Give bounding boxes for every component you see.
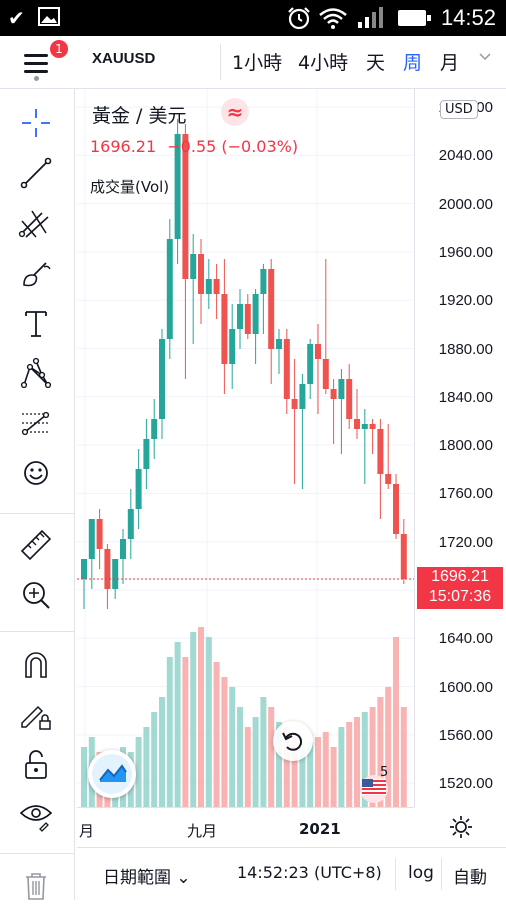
divider	[0, 631, 74, 632]
time-label: 2021	[299, 820, 341, 838]
bar-countdown: 15:07:36	[428, 588, 492, 605]
price-label: 1600.00	[438, 678, 493, 696]
price-label: 1800.00	[438, 437, 493, 455]
price-axis[interactable]: 2080.002040.002000.001960.001920.001880.…	[414, 89, 506, 807]
price-label: 1520.00	[438, 775, 493, 793]
price-label: 1840.00	[438, 388, 493, 406]
price-label: 2000.00	[438, 195, 493, 213]
drawing-toolbar	[0, 89, 75, 900]
divider	[0, 853, 74, 854]
text-icon[interactable]	[16, 303, 56, 343]
unlock-icon[interactable]	[16, 745, 56, 785]
time-label: 月	[79, 822, 95, 840]
last-close: 1696.21	[90, 137, 157, 156]
battery-icon	[398, 8, 432, 33]
date-range-button[interactable]: 日期範圍 ⌄	[103, 863, 191, 888]
chevron-down-icon: ⌄	[176, 868, 191, 888]
price-label: 1920.00	[438, 292, 493, 310]
date-range-label: 日期範圍	[103, 868, 171, 888]
time-axis[interactable]: 月 九月 2021	[77, 807, 414, 848]
menu-button[interactable]	[18, 48, 52, 78]
crosshair-icon[interactable]	[16, 103, 56, 143]
price-label: 1560.00	[438, 726, 493, 744]
chart-title: 黃金 / 美元	[92, 105, 187, 127]
trash-icon[interactable]	[16, 865, 56, 905]
events-count: 5	[380, 765, 389, 780]
clock-display[interactable]: 14:52:23 (UTC+8)	[237, 863, 382, 882]
alarm-icon	[286, 6, 312, 35]
divider	[0, 513, 74, 514]
timeframe-month[interactable]: 月	[440, 52, 460, 74]
reset-chart-button[interactable]	[273, 721, 313, 761]
status-time: 14:52	[440, 5, 496, 30]
timeframe-1h[interactable]: 1小時	[232, 52, 283, 74]
price-label: 2040.00	[438, 147, 493, 165]
more-dot	[34, 76, 39, 81]
emoji-icon[interactable]	[16, 453, 56, 493]
eye-icon[interactable]	[16, 795, 56, 835]
timeframe-week[interactable]: 周	[403, 52, 423, 74]
time-label: 九月	[187, 822, 218, 840]
auto-scale-toggle[interactable]: 自動	[453, 868, 487, 888]
signal-icon	[354, 6, 384, 35]
ruler-icon[interactable]	[16, 525, 56, 565]
brush-icon[interactable]	[16, 253, 56, 293]
price-label: 1960.00	[438, 243, 493, 261]
status-bar: ✔ 14:52	[0, 0, 506, 36]
volume-legend: 成交量(Vol)	[90, 178, 170, 196]
price-label: 1720.00	[438, 533, 493, 551]
check-icon: ✔	[8, 6, 25, 30]
zoom-in-icon[interactable]	[16, 575, 56, 615]
notification-badge: 1	[50, 40, 68, 58]
candlestick-chart[interactable]	[77, 89, 414, 807]
pitchfork-icon[interactable]	[16, 203, 56, 243]
magnet-icon[interactable]	[16, 645, 56, 685]
currency-badge[interactable]: USD	[440, 100, 478, 119]
divider	[395, 858, 396, 890]
prediction-icon[interactable]	[16, 403, 56, 443]
divider	[441, 858, 442, 890]
price-label: 1880.00	[438, 340, 493, 358]
bottom-bar: 日期範圍 ⌄ 14:52:23 (UTC+8) log 自動	[77, 847, 506, 901]
top-bar: 1 XAUUSD 1小時 4小時 天 周 月	[0, 36, 506, 89]
chart-style-button[interactable]	[88, 750, 136, 798]
last-price-marker: 1696.21 15:07:36	[417, 567, 503, 609]
timeframe-4h[interactable]: 4小時	[298, 52, 349, 74]
price-change: −0.55 (−0.03%)	[167, 137, 299, 156]
divider	[220, 44, 221, 80]
gear-icon[interactable]	[446, 812, 476, 842]
log-scale-toggle[interactable]: log	[408, 863, 434, 883]
chevron-down-icon[interactable]	[478, 50, 492, 66]
wave-icon[interactable]: ≈	[221, 98, 249, 126]
symbol-search[interactable]: XAUUSD	[92, 50, 156, 67]
price-label: 1640.00	[438, 630, 493, 648]
events-flag-icon[interactable]	[358, 769, 398, 805]
timeframe-day[interactable]: 天	[366, 52, 386, 74]
last-price-value: 1696.21	[431, 568, 489, 585]
price-legend: 1696.21 −0.55 (−0.03%)	[90, 137, 298, 156]
image-icon	[38, 7, 60, 32]
wifi-icon	[318, 6, 348, 35]
pattern-icon[interactable]	[16, 353, 56, 393]
price-label: 1760.00	[438, 485, 493, 503]
lock-drawing-icon[interactable]	[16, 695, 56, 735]
trend-line-icon[interactable]	[16, 153, 56, 193]
